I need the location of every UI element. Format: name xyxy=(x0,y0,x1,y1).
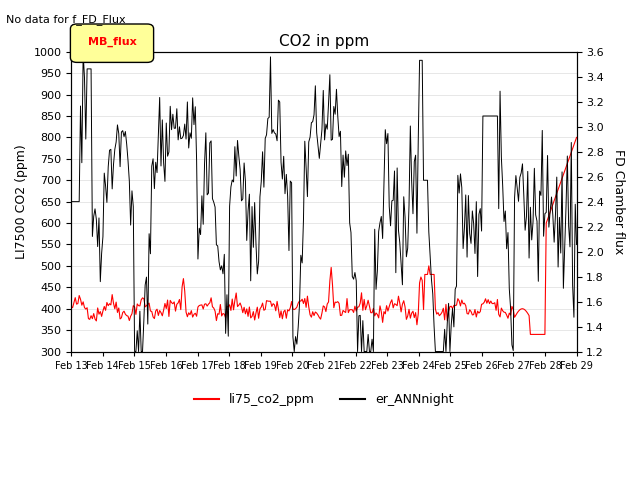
Title: CO2 in ppm: CO2 in ppm xyxy=(279,34,369,49)
li75_co2_ppm xyxy=(84,316,92,322)
er_ANNnight xyxy=(79,50,87,56)
li75_co2_ppm xyxy=(503,312,511,318)
er_ANNnight xyxy=(330,104,338,109)
er_ANNnight xyxy=(67,199,75,204)
er_ANNnight xyxy=(506,286,513,292)
li75_co2_ppm xyxy=(100,303,108,309)
Text: MB_flux: MB_flux xyxy=(88,37,136,48)
Y-axis label: LI7500 CO2 (ppm): LI7500 CO2 (ppm) xyxy=(15,144,28,259)
li75_co2_ppm xyxy=(527,332,534,337)
er_ANNnight xyxy=(573,242,580,248)
Legend: li75_co2_ppm, er_ANNnight: li75_co2_ppm, er_ANNnight xyxy=(189,388,459,411)
er_ANNnight xyxy=(86,66,93,72)
li75_co2_ppm xyxy=(67,304,75,310)
li75_co2_ppm xyxy=(573,134,580,140)
li75_co2_ppm xyxy=(428,272,435,277)
li75_co2_ppm xyxy=(570,142,578,148)
Text: No data for f_FD_Flux: No data for f_FD_Flux xyxy=(6,14,126,25)
er_ANNnight xyxy=(131,348,138,354)
Y-axis label: FD Chamber flux: FD Chamber flux xyxy=(612,149,625,254)
er_ANNnight xyxy=(102,183,109,189)
li75_co2_ppm xyxy=(327,264,335,270)
Line: li75_co2_ppm: li75_co2_ppm xyxy=(71,137,577,335)
er_ANNnight xyxy=(572,201,579,207)
Line: er_ANNnight: er_ANNnight xyxy=(71,53,577,351)
er_ANNnight xyxy=(430,324,438,329)
